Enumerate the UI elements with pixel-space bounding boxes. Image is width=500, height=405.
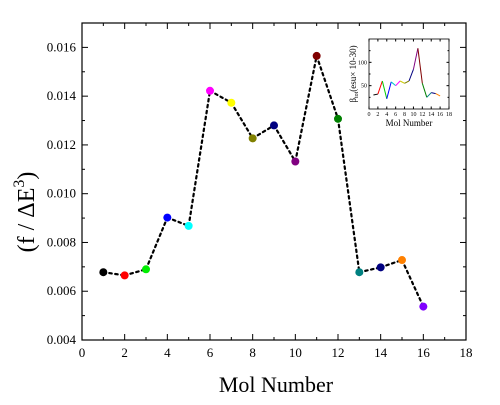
x-tick-label: 16 (417, 345, 431, 360)
inset-line-segment (426, 92, 432, 98)
inset-y-tick-label: 100 (358, 60, 367, 66)
inset-x-tick-label: 16 (437, 112, 443, 118)
inset-line-segment (412, 48, 419, 70)
connector-segment (230, 101, 254, 140)
y-tick-label: 0.006 (47, 283, 77, 298)
inset-line-segment (377, 80, 383, 95)
inset-line-segment (435, 93, 441, 97)
data-point (312, 51, 321, 60)
inset-x-tick-label: 8 (403, 112, 406, 118)
data-point (227, 98, 236, 107)
inset-line-segment (386, 81, 392, 99)
y-axis-title: (f / ΔE3) (11, 172, 40, 253)
inset-line-segment (408, 69, 414, 82)
inset-line-segment (395, 80, 401, 87)
data-point (184, 221, 193, 230)
inset-x-axis-title: Mol Number (386, 118, 433, 128)
inset-line-segment (417, 48, 423, 84)
y-axis-title-text: (f / ΔE3) (11, 172, 40, 253)
inset-x-tick-label: 2 (376, 112, 379, 118)
inset-x-tick-label: 18 (446, 112, 452, 118)
connector-segment (251, 124, 276, 140)
y-tick-label: 0.008 (47, 234, 76, 249)
inset-x-tick-label: 12 (419, 112, 425, 118)
inset-x-tick-label: 14 (428, 112, 434, 118)
x-tick-label: 12 (332, 345, 345, 360)
inset-line-segment (399, 80, 405, 84)
data-point (120, 271, 129, 280)
connector-segment (272, 124, 297, 163)
y-tick-label: 0.004 (47, 332, 77, 347)
x-tick-label: 8 (249, 345, 256, 360)
inset-x-tick-label: 10 (410, 112, 416, 118)
inset-line-segment (390, 81, 396, 87)
data-point (142, 265, 150, 274)
x-axis-title: Mol Number (219, 372, 334, 397)
inset-line-segment (381, 80, 388, 99)
x-tick-label: 14 (374, 345, 388, 360)
connector-segment (315, 54, 340, 120)
x-tick-label: 2 (121, 345, 128, 360)
data-point (398, 256, 406, 265)
data-point (355, 268, 364, 277)
data-point (334, 114, 342, 123)
connector-segment (187, 89, 212, 227)
connector-segment (144, 216, 169, 271)
inset-x-tick-label: 0 (368, 112, 371, 118)
data-point (270, 121, 278, 130)
connector-segment (400, 258, 425, 308)
data-point (291, 157, 300, 166)
inset-x-tick-label: 6 (394, 112, 397, 118)
x-tick-label: 0 (79, 345, 86, 360)
inset-chart: 0 2 4 6 8 10 12 14 16 18 50 100 Mol Number βtot(esu× … (348, 38, 452, 128)
x-tick-label: 4 (164, 345, 171, 360)
connector-segment (336, 117, 361, 274)
x-tick-label: 18 (460, 345, 473, 360)
inset-frame (368, 38, 450, 110)
main-plot: 0 2 4 6 8 10 12 14 16 180.0040.0060.0080.0100.012… (47, 22, 473, 360)
x-tick-label: 10 (289, 345, 302, 360)
connector-segment (294, 54, 318, 163)
inset-line-segment (373, 93, 378, 96)
data-point (163, 213, 172, 222)
inset-x-tick-label: 4 (385, 112, 388, 118)
inset-y-axis-title: βtot(esu× 10-30) (348, 45, 360, 102)
inset-y-tick-label: 50 (361, 84, 367, 90)
inset-line-segment (431, 92, 436, 95)
inset-line-segment (404, 80, 410, 84)
y-tick-label: 0.016 (47, 39, 77, 54)
connector-segment (208, 89, 233, 104)
data-point (248, 134, 257, 143)
data-point (376, 263, 385, 272)
y-tick-label: 0.012 (47, 137, 76, 152)
x-tick-label: 6 (207, 345, 214, 360)
y-tick-label: 0.010 (47, 186, 76, 201)
data-point (99, 268, 108, 277)
data-point (419, 302, 428, 311)
data-point (206, 86, 214, 95)
inset-line-segment (421, 83, 428, 98)
y-tick-label: 0.014 (47, 88, 77, 103)
